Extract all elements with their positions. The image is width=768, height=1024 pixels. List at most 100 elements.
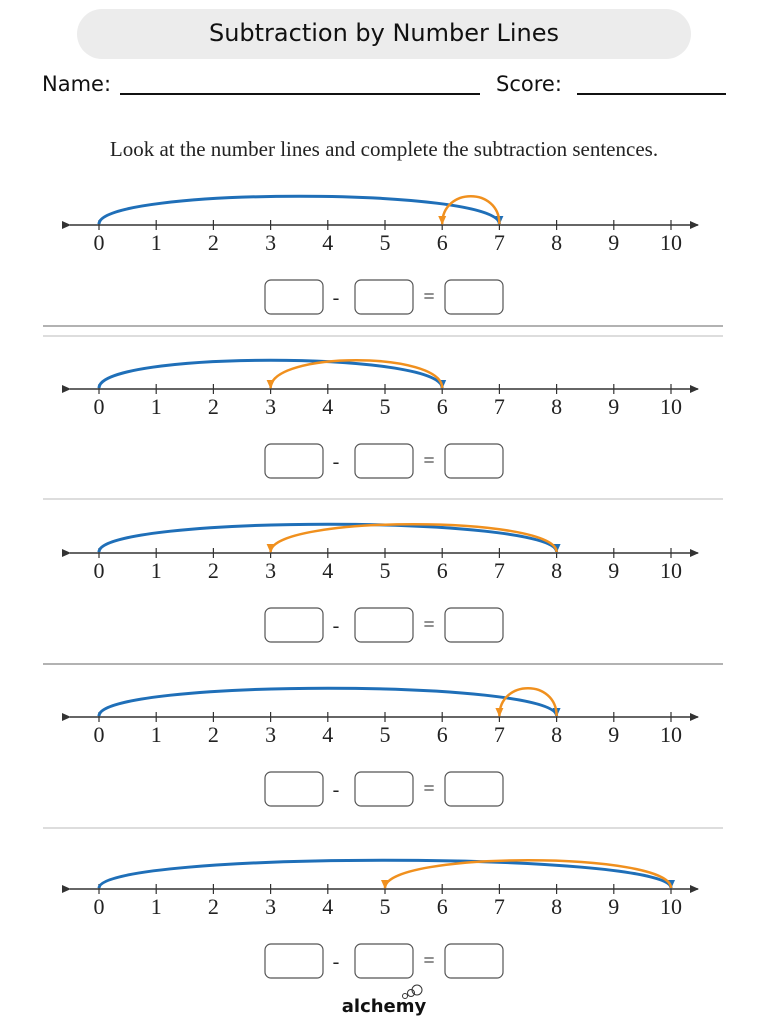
tick-label: 8	[551, 722, 562, 747]
minus-sign: -	[333, 451, 340, 473]
tick-label: 1	[151, 394, 162, 419]
answer-box	[444, 771, 504, 807]
jump-arc	[97, 194, 504, 225]
tick-label: 3	[265, 230, 276, 255]
tick-label: 6	[437, 394, 448, 419]
tick-label: 7	[494, 722, 505, 747]
tick-label: 6	[437, 558, 448, 583]
tick-label: 2	[208, 894, 219, 919]
answer-box	[444, 443, 504, 479]
answer-box	[354, 943, 414, 979]
answer-box	[264, 771, 324, 807]
instruction: Look at the number lines and complete th…	[110, 137, 658, 161]
tick-label: 4	[322, 230, 333, 255]
tick-label: 4	[322, 558, 333, 583]
score-label: Score:	[496, 72, 562, 96]
minus-sign: -	[333, 615, 340, 637]
tick-label: 1	[151, 230, 162, 255]
tick-label: 10	[660, 394, 682, 419]
answer-box	[354, 443, 414, 479]
logo-bubble	[402, 993, 408, 999]
tick-label: 0	[94, 558, 105, 583]
minus-sign: -	[333, 779, 340, 801]
back-arc	[266, 359, 444, 389]
tick-label: 1	[151, 722, 162, 747]
answer-box	[444, 279, 504, 315]
logo-bubble	[407, 989, 415, 997]
tick-label: 1	[151, 894, 162, 919]
tick-label: 7	[494, 230, 505, 255]
name-label: Name:	[42, 72, 111, 96]
tick-label: 4	[322, 394, 333, 419]
answer-box	[264, 607, 324, 643]
tick-label: 10	[660, 558, 682, 583]
back-arc	[266, 523, 558, 553]
tick-label: 10	[660, 722, 682, 747]
back-arc	[381, 859, 673, 889]
minus-sign: -	[333, 287, 340, 309]
tick-label: 9	[608, 558, 619, 583]
tick-label: 9	[608, 230, 619, 255]
answer-box	[354, 771, 414, 807]
title-pill	[77, 9, 691, 59]
tick-label: 9	[608, 394, 619, 419]
logo: alchemy	[342, 996, 427, 1017]
tick-label: 5	[380, 394, 391, 419]
answer-box	[354, 279, 414, 315]
tick-label: 0	[94, 230, 105, 255]
tick-label: 0	[94, 394, 105, 419]
tick-label: 9	[608, 722, 619, 747]
tick-label: 0	[94, 722, 105, 747]
equals-sign: =	[423, 286, 434, 308]
back-arc	[438, 195, 501, 225]
tick-label: 4	[322, 722, 333, 747]
tick-label: 2	[208, 722, 219, 747]
tick-label: 6	[437, 722, 448, 747]
answer-box	[444, 607, 504, 643]
equals-sign: =	[423, 450, 434, 472]
tick-label: 5	[380, 722, 391, 747]
minus-sign: -	[333, 951, 340, 973]
jump-arc	[97, 522, 561, 553]
tick-label: 8	[551, 558, 562, 583]
tick-label: 3	[265, 722, 276, 747]
tick-label: 8	[551, 230, 562, 255]
tick-label: 10	[660, 230, 682, 255]
answer-box	[264, 279, 324, 315]
answer-box	[354, 607, 414, 643]
tick-label: 8	[551, 894, 562, 919]
back-arc	[495, 687, 558, 717]
answer-box	[444, 943, 504, 979]
equals-sign: =	[423, 614, 434, 636]
tick-label: 3	[265, 394, 276, 419]
jump-arc	[97, 858, 675, 889]
tick-label: 6	[437, 230, 448, 255]
tick-label: 3	[265, 894, 276, 919]
equals-sign: =	[423, 778, 434, 800]
equals-sign: =	[423, 950, 434, 972]
tick-label: 4	[322, 894, 333, 919]
tick-label: 8	[551, 394, 562, 419]
answer-box	[264, 443, 324, 479]
answer-box	[264, 943, 324, 979]
tick-label: 10	[660, 894, 682, 919]
jump-arc	[97, 358, 447, 389]
tick-label: 5	[380, 894, 391, 919]
jump-arc	[97, 686, 561, 717]
tick-label: 7	[494, 558, 505, 583]
tick-label: 2	[208, 394, 219, 419]
tick-label: 3	[265, 558, 276, 583]
tick-label: 5	[380, 230, 391, 255]
tick-label: 9	[608, 894, 619, 919]
tick-label: 6	[437, 894, 448, 919]
tick-label: 2	[208, 558, 219, 583]
tick-label: 1	[151, 558, 162, 583]
title: Subtraction by Number Lines	[209, 19, 559, 47]
tick-label: 5	[380, 558, 391, 583]
tick-label: 2	[208, 230, 219, 255]
tick-label: 7	[494, 394, 505, 419]
logo-bubble	[411, 984, 423, 996]
tick-label: 7	[494, 894, 505, 919]
